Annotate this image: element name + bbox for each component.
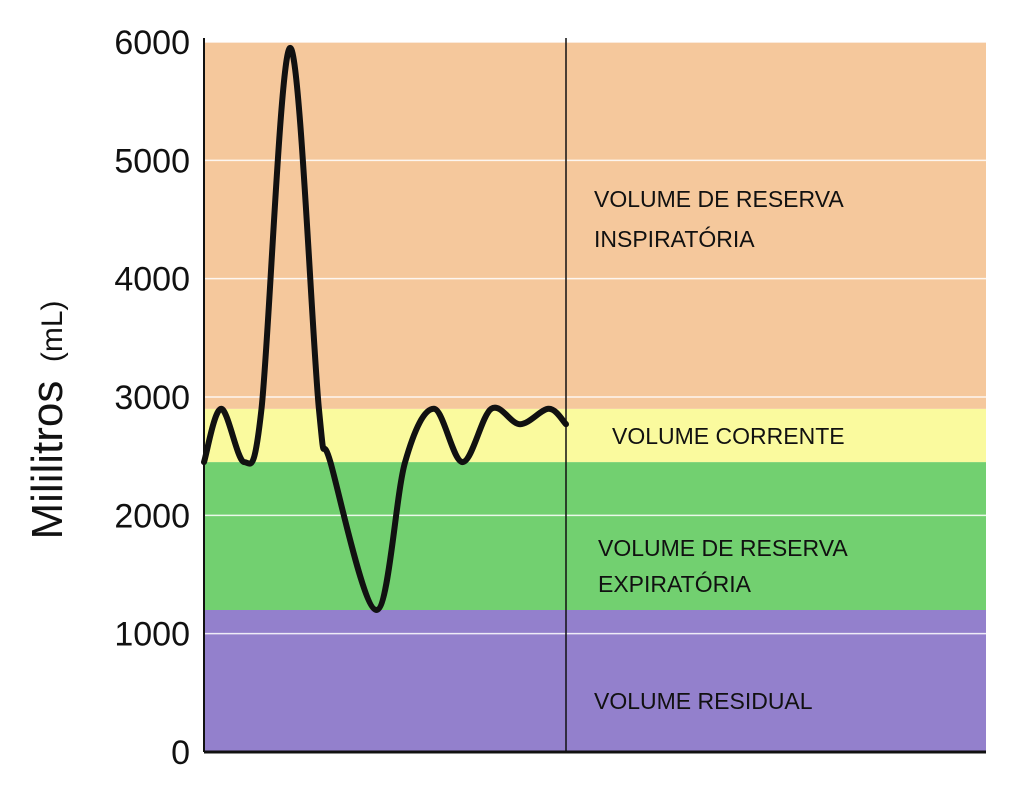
region-label-tidal: VOLUME CORRENTE	[612, 423, 845, 449]
y-tick-label: 2000	[114, 497, 190, 535]
region-label-inspiratory-reserve: VOLUME DE RESERVA INSPIRATÓRIA	[594, 186, 844, 252]
y-axis-title: Mililitros	[23, 381, 72, 540]
gridlines	[204, 41, 986, 635]
y-tick-label: 1000	[114, 616, 190, 654]
region-label-line: EXPIRATÓRIA	[598, 571, 752, 597]
y-tick-label: 0	[171, 734, 190, 772]
region-tidal	[204, 408, 986, 463]
y-tick-label: 4000	[114, 261, 190, 299]
axes	[203, 38, 986, 754]
y-tick-labels: 0 1000 2000 3000 4000 5000 6000	[114, 24, 190, 772]
y-tick-label: 5000	[114, 142, 190, 180]
region-inspiratory-reserve	[204, 42, 986, 409]
y-axis-unit: (mL)	[36, 301, 69, 363]
region-label-line: VOLUME CORRENTE	[612, 423, 845, 449]
region-expiratory-reserve	[204, 462, 986, 610]
y-axis-label: Mililitros (mL)	[23, 301, 72, 540]
region-label-expiratory-reserve: VOLUME DE RESERVA EXPIRATÓRIA	[598, 535, 848, 597]
region-label-line: VOLUME DE RESERVA	[594, 186, 844, 212]
region-label-line: INSPIRATÓRIA	[594, 226, 755, 252]
breathing-trace	[201, 44, 569, 613]
region-label-line: VOLUME RESIDUAL	[594, 688, 813, 714]
trace-line	[201, 44, 569, 613]
region-residual	[204, 610, 986, 752]
region-label-line: VOLUME DE RESERVA	[598, 535, 848, 561]
region-labels: VOLUME RESIDUAL VOLUME DE RESERVA EXPIRATÓ…	[594, 186, 848, 714]
region-label-residual: VOLUME RESIDUAL	[594, 688, 813, 714]
y-tick-label: 6000	[114, 24, 190, 62]
y-tick-label: 3000	[114, 379, 190, 417]
